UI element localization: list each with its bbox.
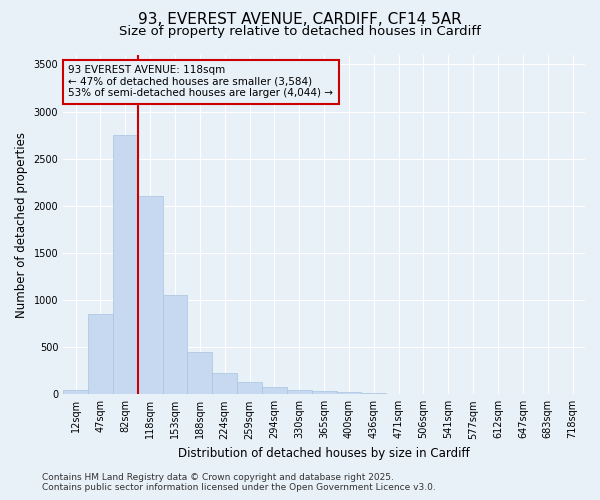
Text: Size of property relative to detached houses in Cardiff: Size of property relative to detached ho… [119, 25, 481, 38]
Bar [311, 392, 337, 394]
Bar [88, 314, 113, 394]
Bar [63, 390, 88, 394]
Bar [187, 352, 212, 395]
Bar [138, 196, 163, 394]
Bar [212, 372, 237, 394]
Bar [361, 393, 386, 394]
Bar [113, 135, 138, 394]
Bar [163, 296, 187, 394]
Bar [337, 392, 361, 394]
Bar [262, 387, 287, 394]
Text: 93 EVEREST AVENUE: 118sqm
← 47% of detached houses are smaller (3,584)
53% of se: 93 EVEREST AVENUE: 118sqm ← 47% of detac… [68, 65, 334, 98]
Bar [237, 382, 262, 394]
Text: Contains HM Land Registry data © Crown copyright and database right 2025.
Contai: Contains HM Land Registry data © Crown c… [42, 473, 436, 492]
Text: 93, EVEREST AVENUE, CARDIFF, CF14 5AR: 93, EVEREST AVENUE, CARDIFF, CF14 5AR [138, 12, 462, 28]
Bar [287, 390, 311, 394]
Y-axis label: Number of detached properties: Number of detached properties [15, 132, 28, 318]
X-axis label: Distribution of detached houses by size in Cardiff: Distribution of detached houses by size … [178, 447, 470, 460]
